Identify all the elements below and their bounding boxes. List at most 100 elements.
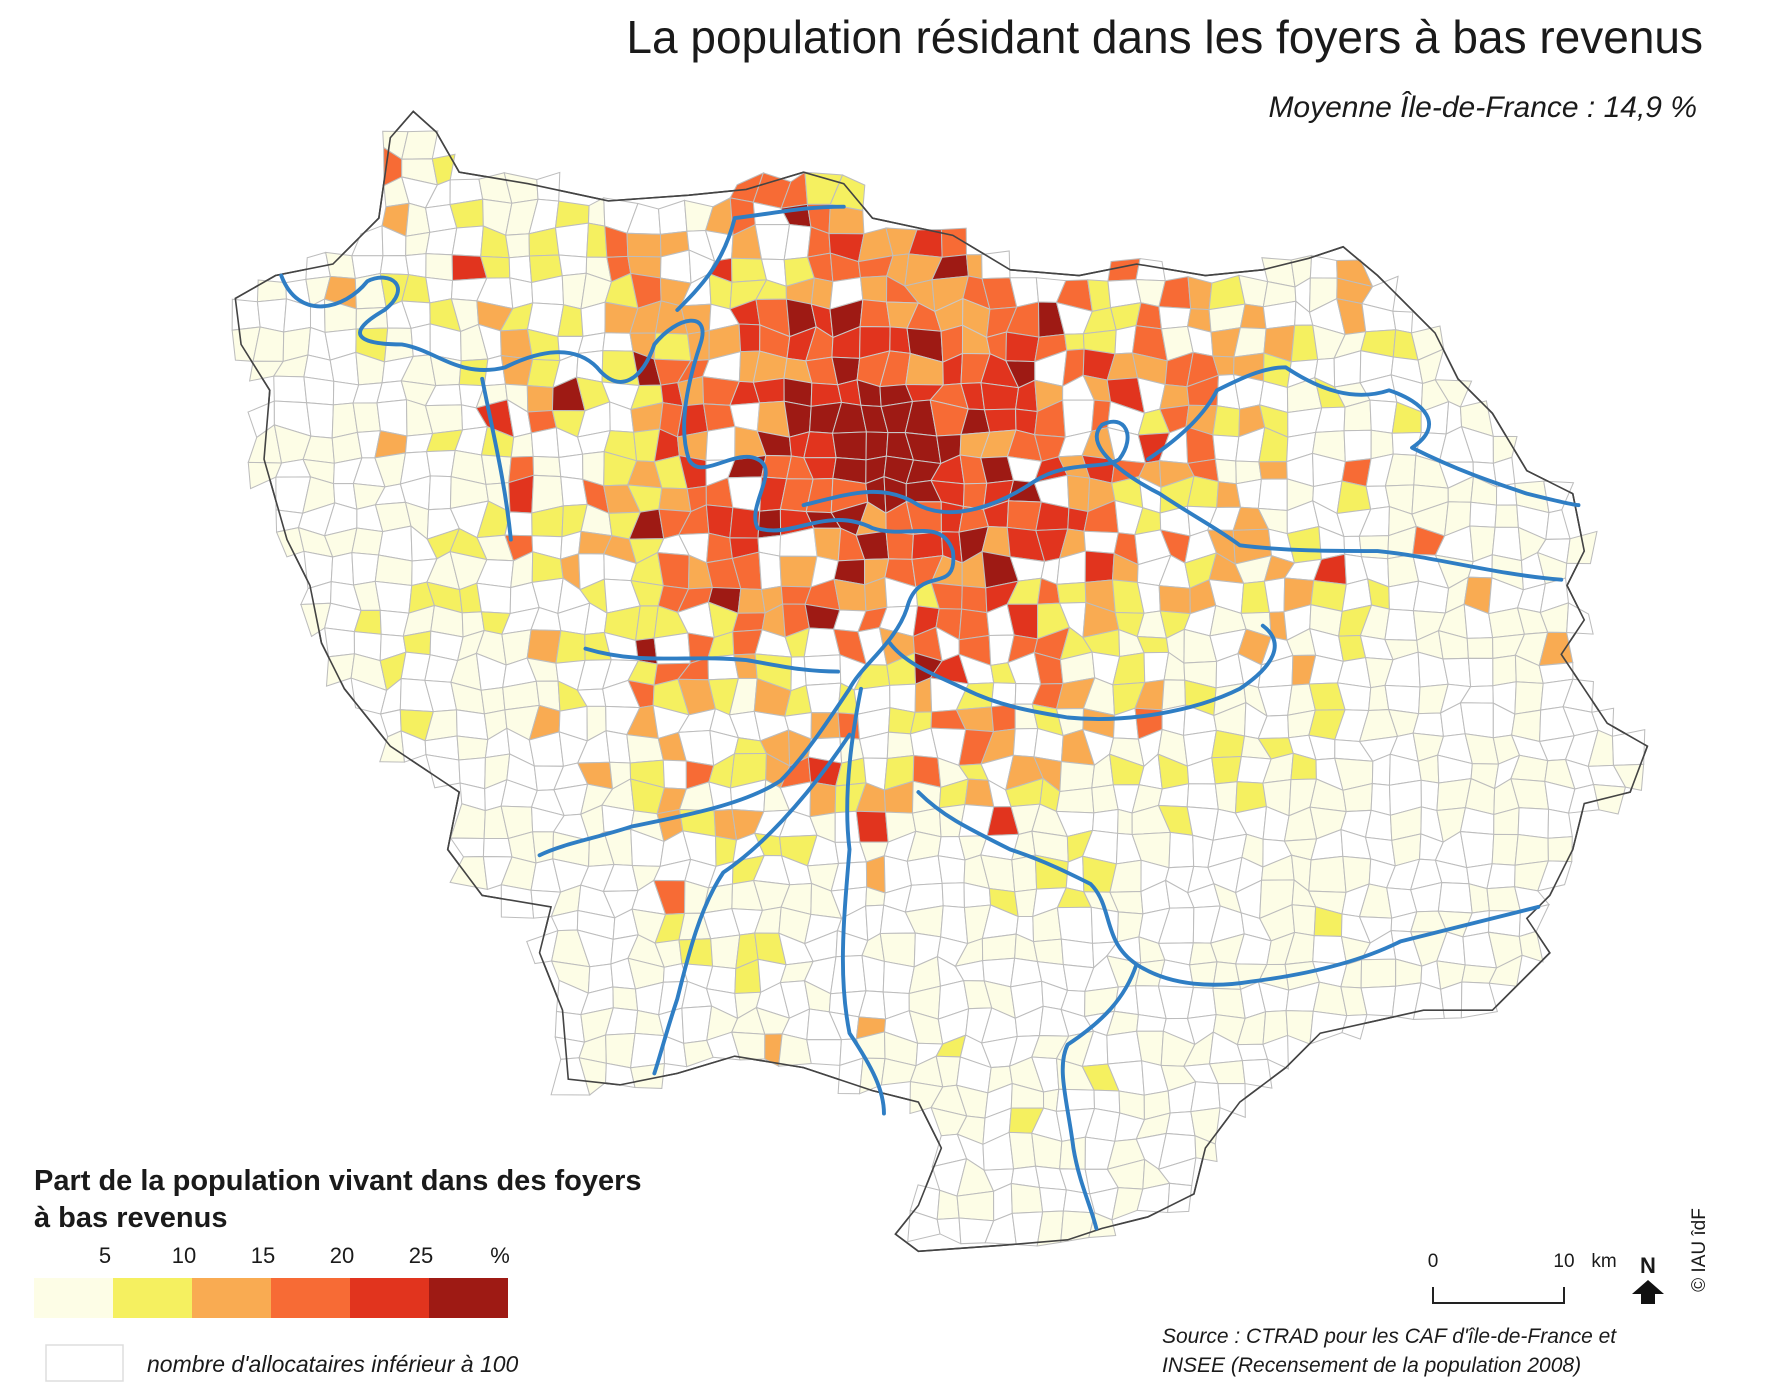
commune xyxy=(1336,480,1372,515)
legend-tick: 25 xyxy=(409,1243,433,1268)
commune xyxy=(324,627,355,658)
commune xyxy=(1187,275,1213,311)
river-yvette xyxy=(480,376,840,674)
commune xyxy=(855,810,889,843)
commune xyxy=(456,709,489,741)
commune xyxy=(1518,930,1544,963)
commune xyxy=(1437,882,1473,914)
commune xyxy=(754,223,791,261)
commune xyxy=(1466,637,1494,659)
legend-swatch xyxy=(271,1278,350,1318)
commune xyxy=(1083,530,1119,554)
commune xyxy=(480,454,512,485)
commune xyxy=(861,954,885,993)
commune xyxy=(958,608,990,641)
commune xyxy=(1217,1083,1246,1119)
commune xyxy=(981,933,1017,962)
commune xyxy=(306,402,334,439)
commune xyxy=(428,475,452,511)
legend-tick: 5 xyxy=(99,1243,111,1268)
commune xyxy=(374,554,413,587)
commune xyxy=(451,225,484,257)
commune xyxy=(705,425,736,461)
commune xyxy=(1412,712,1445,737)
commune xyxy=(505,233,530,259)
scale-bar: 0 10 km xyxy=(1428,1251,1617,1304)
commune xyxy=(1308,855,1347,893)
commune xyxy=(911,531,944,560)
legend-swatch xyxy=(429,1278,508,1318)
commune xyxy=(555,630,586,664)
commune xyxy=(273,375,308,404)
legend-swatch xyxy=(113,1278,192,1318)
scale-bar-label: 0 xyxy=(1428,1251,1439,1272)
commune xyxy=(605,1032,636,1069)
commune xyxy=(1186,783,1219,810)
commune xyxy=(705,532,733,564)
commune xyxy=(757,508,782,539)
commune xyxy=(1006,500,1042,532)
commune xyxy=(1168,831,1195,869)
commune xyxy=(424,404,464,435)
commune xyxy=(1460,981,1499,1019)
commune xyxy=(1055,787,1095,814)
commune xyxy=(330,552,355,586)
map-subtitle: Moyenne Île-de-France : 14,9 % xyxy=(1268,91,1697,124)
commune xyxy=(1056,906,1094,944)
commune xyxy=(558,453,584,480)
communes xyxy=(231,130,1646,1247)
commune xyxy=(803,431,837,459)
legend-swatch xyxy=(34,1278,113,1318)
scale-bar-unit: km xyxy=(1591,1251,1616,1272)
commune xyxy=(809,781,837,818)
commune xyxy=(1055,1088,1096,1112)
commune xyxy=(626,232,662,258)
commune xyxy=(1059,760,1095,793)
commune xyxy=(937,855,966,884)
commune xyxy=(1358,535,1390,560)
commune xyxy=(532,831,555,864)
credit: © IAU îdF xyxy=(1689,1208,1710,1292)
river-oise xyxy=(675,204,846,312)
commune xyxy=(580,301,606,337)
north-arrow-icon xyxy=(1632,1280,1664,1304)
commune xyxy=(1032,938,1064,966)
legend-title: à bas revenus xyxy=(34,1202,227,1234)
commune xyxy=(886,731,915,760)
commune xyxy=(456,735,489,761)
commune xyxy=(1258,461,1288,480)
commune xyxy=(833,578,867,612)
no-data-label: nombre d'allocataires inférieur à 100 xyxy=(147,1351,519,1377)
commune xyxy=(425,227,458,256)
commune xyxy=(351,527,384,556)
commune xyxy=(480,686,506,715)
commune xyxy=(1612,763,1645,791)
commune xyxy=(914,677,933,713)
legend-swatch xyxy=(192,1278,271,1318)
commune xyxy=(1360,958,1397,989)
commune xyxy=(1211,755,1242,785)
commune xyxy=(806,1039,842,1066)
commune xyxy=(476,582,512,615)
commune xyxy=(602,332,634,352)
legend-unit: % xyxy=(490,1243,510,1268)
commune xyxy=(859,275,888,303)
commune xyxy=(1117,808,1133,836)
commune xyxy=(732,612,766,633)
commune xyxy=(1360,985,1397,1017)
commune xyxy=(737,588,766,614)
commune xyxy=(1212,405,1241,438)
commune xyxy=(885,530,914,560)
commune xyxy=(980,382,1020,411)
scale-bar-label: 10 xyxy=(1553,1251,1574,1272)
commune xyxy=(738,323,761,353)
commune xyxy=(1190,1081,1221,1113)
commune xyxy=(1167,1182,1193,1214)
commune xyxy=(1135,302,1163,330)
commune xyxy=(865,431,889,461)
north-label: N xyxy=(1640,1253,1656,1278)
river-marne xyxy=(801,419,1564,582)
commune xyxy=(1566,602,1594,635)
